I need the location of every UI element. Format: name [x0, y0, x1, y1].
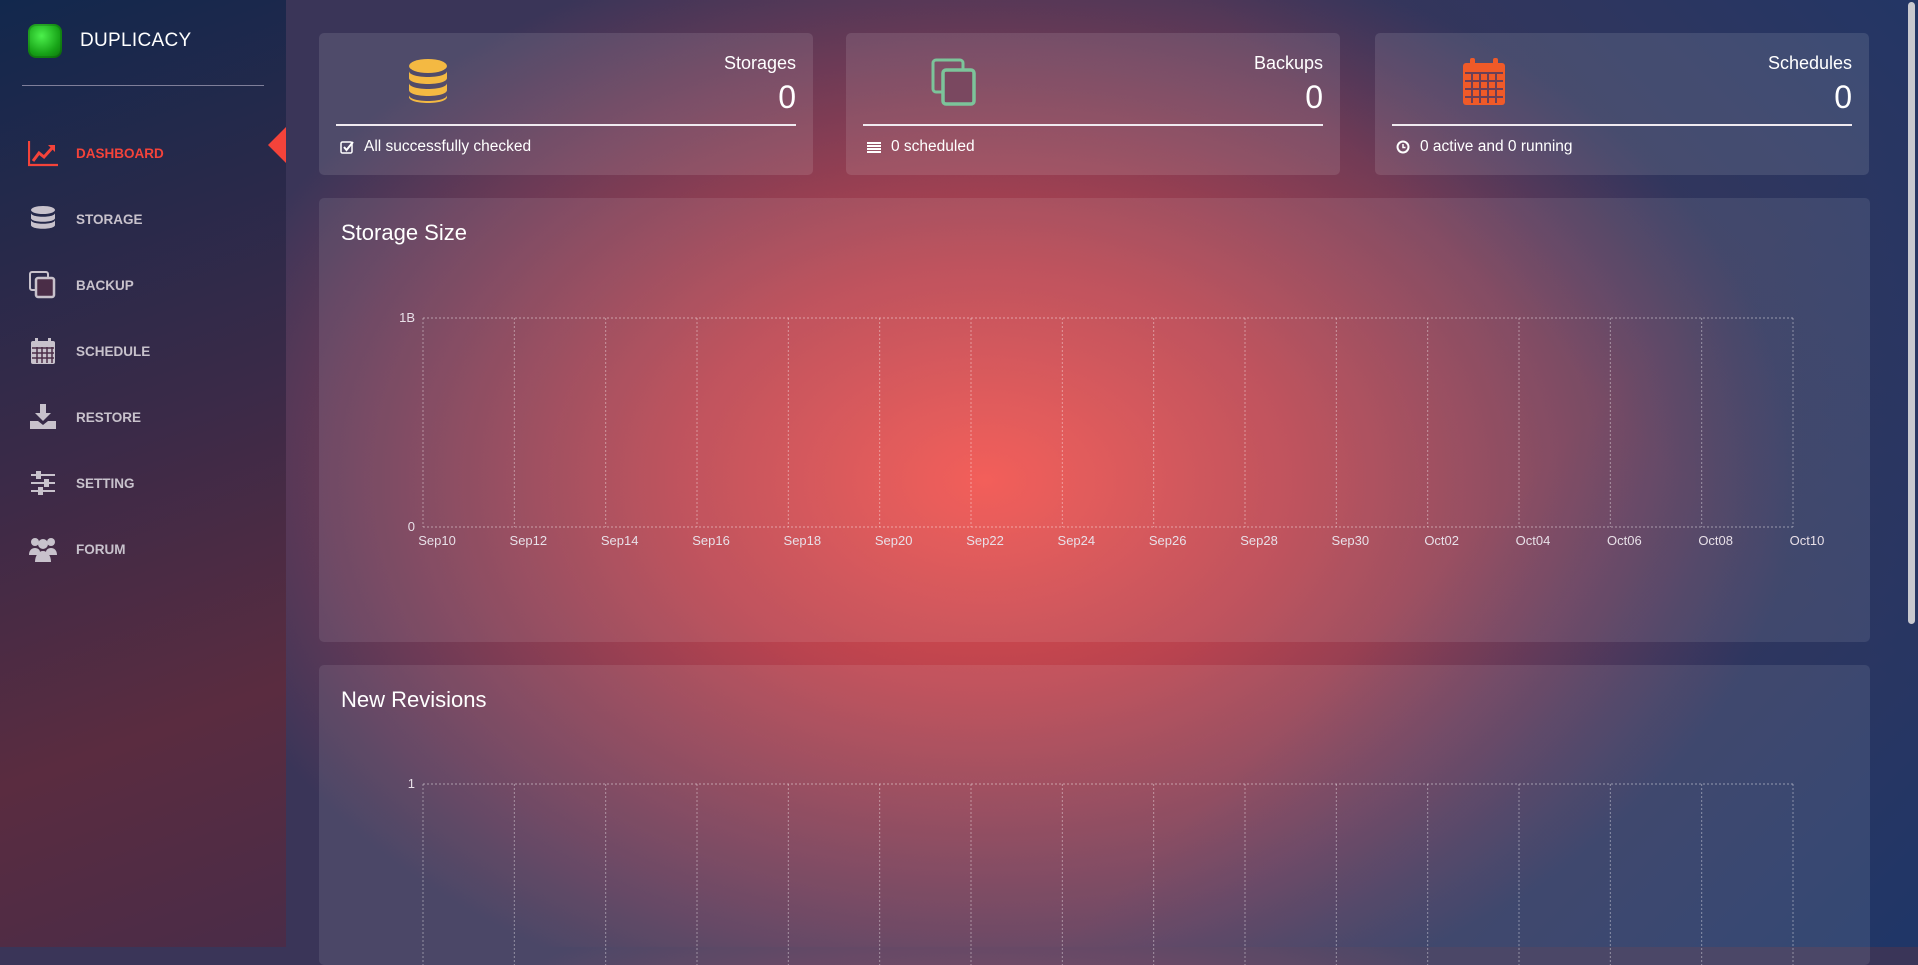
calendar-icon — [31, 338, 55, 364]
sidebar-item-backup[interactable]: BACKUP — [28, 252, 164, 318]
y-tick-label: 1B — [399, 310, 415, 325]
download-icon — [30, 404, 56, 429]
card-divider — [1392, 124, 1852, 126]
check-square-icon — [340, 141, 354, 154]
x-tick-label: Oct02 — [1424, 533, 1459, 548]
sidebar-item-label: RESTORE — [76, 409, 142, 425]
x-tick-label: Sep20 — [875, 533, 913, 548]
x-tick-label: Sep26 — [1149, 533, 1187, 548]
x-tick-label: Oct04 — [1516, 533, 1551, 548]
y-tick-label: 1 — [408, 776, 415, 791]
sidebar-item-label: SETTING — [76, 475, 135, 491]
x-tick-label: Sep22 — [966, 533, 1004, 548]
panel-title: Storage Size — [341, 220, 467, 245]
x-tick-label: Sep30 — [1332, 533, 1370, 548]
card-value: 0 — [778, 79, 796, 115]
copy-icon — [931, 58, 976, 106]
x-tick-label: Sep10 — [418, 533, 456, 548]
list-icon — [867, 142, 881, 153]
sidebar-item-label: DASHBOARD — [76, 145, 164, 161]
x-tick-label: Sep14 — [601, 533, 639, 548]
sidebar-item-schedule[interactable]: SCHEDULE — [28, 318, 164, 384]
x-tick-label: Oct08 — [1698, 533, 1733, 548]
storages-card[interactable]: Storages 0 All successfully checked — [319, 33, 813, 175]
sidebar-item-setting[interactable]: SETTING — [28, 450, 164, 516]
logo[interactable]: DUPLICACY — [28, 24, 191, 58]
card-footer: 0 scheduled — [891, 138, 975, 155]
sidebar-item-dashboard[interactable]: DASHBOARD — [28, 120, 164, 186]
sidebar: DUPLICACY DASHBOARD STORAGE BACKUP SCHED… — [0, 0, 286, 947]
storage-size-chart: 0 1B Sep10 Sep12 Sep14 Sep16 Sep18 Sep20 Sep22 Se… — [399, 310, 1825, 548]
backups-card[interactable]: Backups 0 0 scheduled — [846, 33, 1340, 175]
sliders-icon — [31, 471, 55, 495]
sidebar-item-label: BACKUP — [76, 277, 134, 293]
storage-size-panel: Storage Size 0 1B Sep10 Sep12 Sep14 Sep16 Sep1… — [319, 198, 1870, 642]
x-tick-label: Sep16 — [692, 533, 730, 548]
active-indicator — [268, 127, 286, 163]
x-tick-label: Oct10 — [1790, 533, 1825, 548]
logo-cube-icon — [28, 24, 62, 58]
calendar-icon — [1463, 58, 1505, 105]
x-tick-label: Sep12 — [510, 533, 548, 548]
x-tick-label: Oct06 — [1607, 533, 1642, 548]
sidebar-item-label: FORUM — [76, 541, 126, 557]
sidebar-nav: DASHBOARD STORAGE BACKUP SCHEDULE RESTOR… — [28, 120, 164, 582]
app-name: DUPLICACY — [80, 30, 192, 51]
sidebar-item-restore[interactable]: RESTORE — [28, 384, 164, 450]
schedules-card[interactable]: Schedules 0 0 active and 0 running — [1375, 33, 1869, 175]
line-chart-icon — [28, 141, 58, 167]
card-footer: All successfully checked — [364, 138, 532, 155]
new-revisions-panel: New Revisions 1 — [319, 665, 1870, 965]
clock-icon — [1396, 140, 1410, 154]
database-icon — [409, 59, 447, 103]
database-icon — [31, 206, 55, 229]
scrollbar[interactable] — [1906, 0, 1918, 947]
x-tick-label: Sep28 — [1240, 533, 1278, 548]
users-icon — [29, 538, 57, 562]
card-title: Schedules — [1767, 53, 1852, 73]
panel-title: New Revisions — [341, 687, 487, 712]
x-tick-label: Sep24 — [1058, 533, 1096, 548]
card-divider — [336, 124, 796, 126]
card-footer: 0 active and 0 running — [1420, 138, 1573, 155]
scrollbar-thumb[interactable] — [1908, 2, 1915, 624]
card-value: 0 — [1305, 79, 1323, 115]
y-tick-label: 0 — [408, 519, 415, 534]
sidebar-item-storage[interactable]: STORAGE — [28, 186, 164, 252]
sidebar-item-label: STORAGE — [76, 211, 143, 227]
card-value: 0 — [1834, 79, 1852, 115]
sidebar-item-label: SCHEDULE — [76, 343, 151, 359]
card-title: Backups — [1253, 53, 1323, 73]
copy-icon — [29, 271, 56, 299]
sidebar-item-forum[interactable]: FORUM — [28, 516, 164, 582]
x-tick-label: Sep18 — [784, 533, 822, 548]
card-title: Storages — [723, 53, 796, 73]
card-divider — [863, 124, 1323, 126]
divider — [22, 85, 264, 86]
new-revisions-chart: 1 — [408, 776, 1794, 965]
